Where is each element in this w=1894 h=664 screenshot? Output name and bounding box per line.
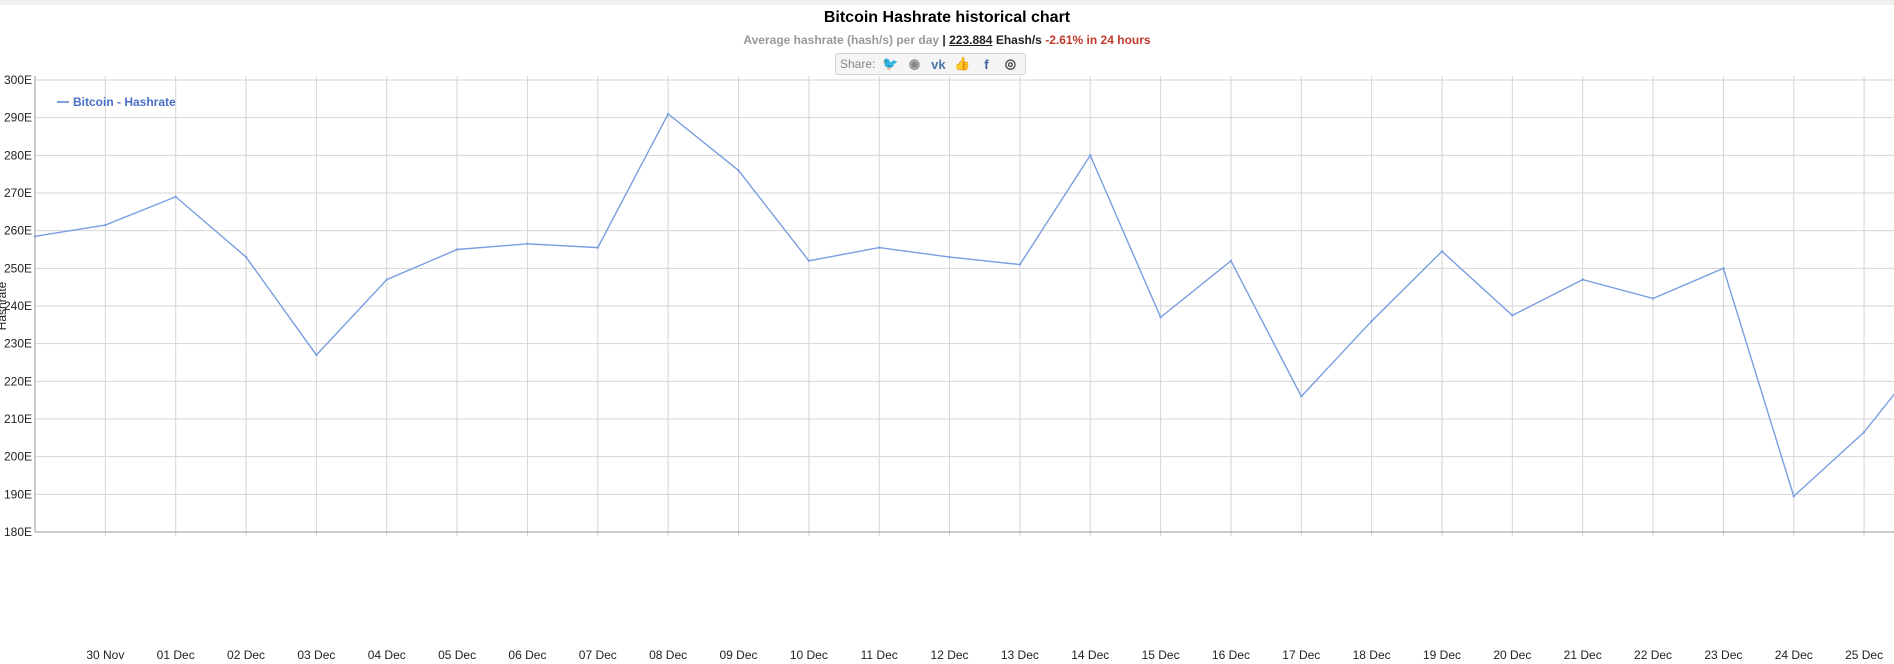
x-tick-label: 04 Dec (368, 648, 406, 662)
data-point (878, 246, 881, 249)
y-tick-label: 270E (4, 186, 32, 200)
facebook-icon[interactable]: f (984, 56, 989, 72)
x-tick-label: 01 Dec (157, 648, 195, 662)
data-point (1651, 297, 1655, 300)
hashrate-change: -2.61% in 24 hours (1045, 33, 1151, 47)
y-tick-label: 300E (4, 73, 32, 87)
x-tick-label: 14 Dec (1071, 648, 1109, 662)
data-point (1581, 278, 1584, 281)
x-tick-label: 18 Dec (1353, 648, 1391, 662)
x-tick-label: 16 Dec (1212, 648, 1250, 662)
data-point (455, 248, 459, 251)
data-point (1300, 395, 1303, 398)
x-tick-label: 24 Dec (1775, 648, 1813, 662)
vk-icon[interactable]: vk (931, 56, 946, 72)
y-tick-label: 190E (4, 487, 32, 501)
reddit-icon[interactable]: ◉ (908, 56, 921, 71)
data-point (104, 223, 107, 227)
y-axis-label: Hashrate (0, 281, 9, 330)
data-point (1018, 263, 1022, 266)
y-tick-label: 250E (4, 261, 32, 275)
x-tick-label: 23 Dec (1704, 648, 1742, 662)
x-tick-label: 09 Dec (719, 648, 757, 662)
x-tick-label: 13 Dec (1001, 648, 1039, 662)
data-point (948, 255, 951, 259)
share-bar: Share: 🐦 ◉ vk 👍 f ◎ (835, 53, 1027, 75)
data-point (1089, 154, 1092, 157)
x-tick-label: 07 Dec (579, 648, 617, 662)
x-tick-label: 03 Dec (297, 648, 335, 662)
y-tick-label: 210E (4, 412, 32, 426)
x-tick-label: 08 Dec (649, 648, 687, 662)
y-tick-label: 230E (4, 337, 32, 351)
data-point (737, 169, 740, 172)
x-tick-label: 25 Dec (1845, 648, 1883, 662)
data-point (1370, 319, 1373, 323)
y-tick-label: 220E (4, 374, 32, 388)
data-point (33, 235, 37, 238)
x-tick-label: 06 Dec (508, 648, 546, 662)
data-point (807, 259, 811, 262)
data-point (1229, 259, 1233, 262)
legend-label: Bitcoin - Hashrate (73, 95, 176, 109)
x-tick-label: 30 Nov (86, 648, 124, 662)
x-tick-label: 21 Dec (1564, 648, 1602, 662)
x-tick-label: 17 Dec (1282, 648, 1320, 662)
data-point (1159, 316, 1162, 319)
y-tick-label: 260E (4, 224, 32, 238)
data-point (385, 278, 388, 281)
weibo-icon[interactable]: ◎ (1004, 56, 1017, 71)
twitter-icon[interactable]: 🐦 (882, 56, 899, 71)
x-tick-label: 11 Dec (861, 648, 898, 662)
chart-subtitle: Average hashrate (hash/s) per day | 223.… (0, 33, 1894, 47)
y-tick-label: 200E (4, 450, 32, 464)
chart-title: Bitcoin Hashrate historical chart (823, 9, 1071, 26)
x-tick-label: 15 Dec (1142, 648, 1180, 662)
data-point (1862, 430, 1866, 434)
like-icon[interactable]: 👍 (954, 56, 971, 71)
subtitle-separator: | (942, 33, 946, 47)
data-point (596, 246, 599, 249)
y-tick-label: 290E (4, 111, 32, 125)
x-tick-label: 02 Dec (227, 648, 265, 662)
data-point (244, 255, 248, 259)
data-point (666, 112, 670, 116)
data-point (1511, 314, 1514, 317)
share-label: Share: (840, 57, 876, 71)
x-tick-label: 12 Dec (931, 648, 969, 662)
current-hashrate-value[interactable]: 223.884 (949, 33, 993, 47)
x-tick-label: 10 Dec (790, 648, 828, 662)
x-tick-label: 20 Dec (1493, 648, 1531, 662)
series-line-hashrate (34, 112, 1894, 498)
data-point (174, 195, 177, 198)
data-point (1440, 250, 1444, 253)
y-tick-label: 280E (4, 148, 32, 162)
y-tick-label: 240E (4, 299, 32, 313)
subtitle-label: Average hashrate (hash/s) per day (743, 33, 940, 47)
top-bar (0, 0, 1894, 5)
x-tick-label: 19 Dec (1423, 648, 1461, 662)
data-point (1722, 267, 1725, 270)
x-tick-label: 22 Dec (1634, 648, 1672, 662)
x-tick-label: 05 Dec (438, 648, 476, 662)
data-point (526, 242, 529, 246)
y-tick-label: 180E (4, 525, 32, 539)
data-point (315, 353, 318, 357)
current-hashrate-unit: Ehash/s (995, 33, 1042, 47)
data-point (1792, 495, 1795, 498)
